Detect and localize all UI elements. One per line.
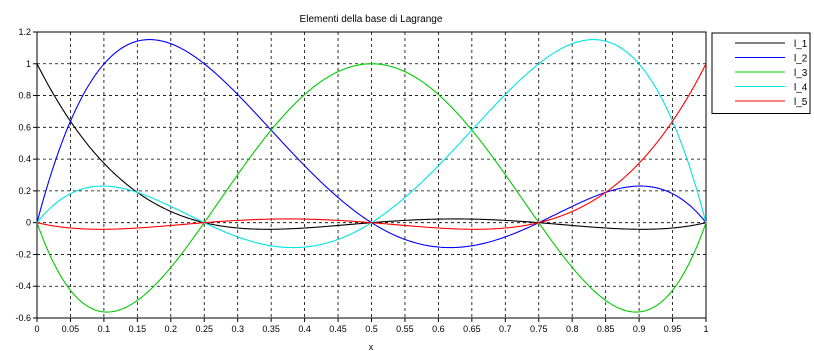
x-tick-label: 0.55 xyxy=(396,324,414,334)
y-tick-label: 1 xyxy=(26,59,31,69)
legend-label-l2: l_2 xyxy=(794,54,808,65)
x-tick-label: 0.45 xyxy=(329,324,347,334)
legend-label-l4: l_4 xyxy=(794,83,808,94)
x-tick-label: 0.4 xyxy=(298,324,311,334)
y-tick-label: 0.6 xyxy=(18,122,31,132)
x-tick-label: 1 xyxy=(703,324,708,334)
y-tick-label: -0.6 xyxy=(15,313,31,323)
x-tick-label: 0.5 xyxy=(365,324,378,334)
x-tick-label: 0.2 xyxy=(165,324,178,334)
x-tick-label: 0 xyxy=(34,324,39,334)
y-tick-labels: -0.6 -0.4 -0.2 0 0.2 0.4 0.6 0.8 1 1.2 xyxy=(15,27,31,323)
legend: l_1 l_2 l_3 l_4 l_5 xyxy=(711,32,811,114)
x-tick-label: 0.25 xyxy=(195,324,213,334)
x-tick-label: 0.8 xyxy=(566,324,579,334)
series-line-l3 xyxy=(36,63,707,313)
x-tick-label: 0.1 xyxy=(98,324,111,334)
x-tick-label: 0.95 xyxy=(664,324,682,334)
y-tick-label: 0 xyxy=(26,218,31,228)
x-tick-label: 0.7 xyxy=(499,324,512,334)
x-tick-label: 0.85 xyxy=(597,324,615,334)
legend-label-l5: l_5 xyxy=(794,97,808,108)
x-tick-label: 0.9 xyxy=(633,324,646,334)
x-axis-label: x xyxy=(369,342,374,351)
grid xyxy=(37,32,706,318)
y-tick-label: 1.2 xyxy=(18,27,31,37)
y-tick-label: 0.2 xyxy=(18,186,31,196)
legend-label-l3: l_3 xyxy=(794,68,808,79)
x-tick-label: 0.05 xyxy=(62,324,80,334)
series-lines xyxy=(36,39,707,313)
chart-title: Elementi della base di Lagrange xyxy=(300,14,443,25)
plot-frame xyxy=(36,31,707,319)
x-tick-label: 0.3 xyxy=(231,324,244,334)
x-tick-labels: 0 0.05 0.1 0.15 0.2 0.25 0.3 0.35 0.4 0.45 0.5 0.55… xyxy=(34,324,708,334)
series-line-l5 xyxy=(36,63,707,230)
x-tick-label: 0.6 xyxy=(432,324,445,334)
x-tick-label: 0.75 xyxy=(530,324,548,334)
legend-box xyxy=(711,32,811,114)
y-tick-label: 0.8 xyxy=(18,91,31,101)
x-tick-label: 0.15 xyxy=(129,324,147,334)
legend-label-l1: l_1 xyxy=(794,39,808,50)
y-tick-label: -0.4 xyxy=(15,281,31,291)
y-tick-label: -0.2 xyxy=(15,249,31,259)
y-tick-label: 0.4 xyxy=(18,154,31,164)
x-tick-label: 0.65 xyxy=(463,324,481,334)
axes xyxy=(33,31,707,322)
x-tick-label: 0.35 xyxy=(262,324,280,334)
